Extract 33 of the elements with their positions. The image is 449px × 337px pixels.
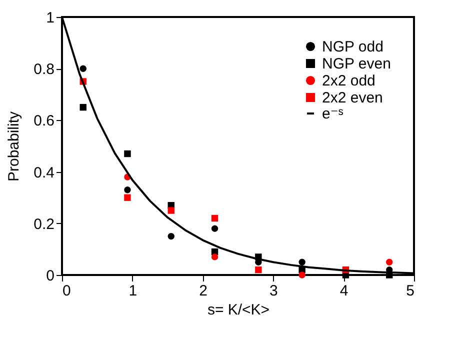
point — [168, 232, 174, 240]
y-tick-label: 0.4 — [34, 164, 54, 182]
legend-label: 2x2 even — [322, 90, 383, 106]
point — [211, 214, 218, 222]
x-axis-title: s= K/<K> — [207, 302, 270, 318]
point — [80, 104, 86, 111]
point — [124, 194, 131, 201]
point — [168, 207, 174, 214]
x-tick-label: 3 — [270, 282, 278, 300]
point — [211, 225, 218, 232]
y-tick-label: 0.6 — [34, 112, 54, 130]
legend-label: NGP odd — [322, 38, 384, 56]
x-tick-label: 5 — [406, 282, 414, 300]
y-tick-label: 1 — [46, 10, 54, 26]
legend-label: NGP even — [322, 56, 391, 72]
point — [298, 272, 306, 278]
y-tick-label: 0.2 — [34, 216, 54, 233]
legend-label: e⁻ˢ — [322, 106, 344, 122]
point — [211, 254, 218, 260]
y-tick-label: 0.8 — [34, 61, 54, 78]
point — [124, 150, 131, 158]
x-tick-label: 0 — [62, 282, 71, 300]
y-axis-title: Probability — [6, 110, 23, 182]
x-tick-label: 2 — [199, 282, 208, 300]
x-tick-label: 1 — [128, 282, 138, 300]
legend-label: 2x2 odd — [322, 72, 376, 90]
y-tick-label: 0 — [46, 268, 54, 284]
point — [124, 186, 131, 194]
point — [386, 258, 393, 266]
point — [80, 65, 86, 72]
point — [255, 266, 262, 274]
x-tick-label: 4 — [340, 282, 348, 300]
point — [298, 258, 306, 266]
